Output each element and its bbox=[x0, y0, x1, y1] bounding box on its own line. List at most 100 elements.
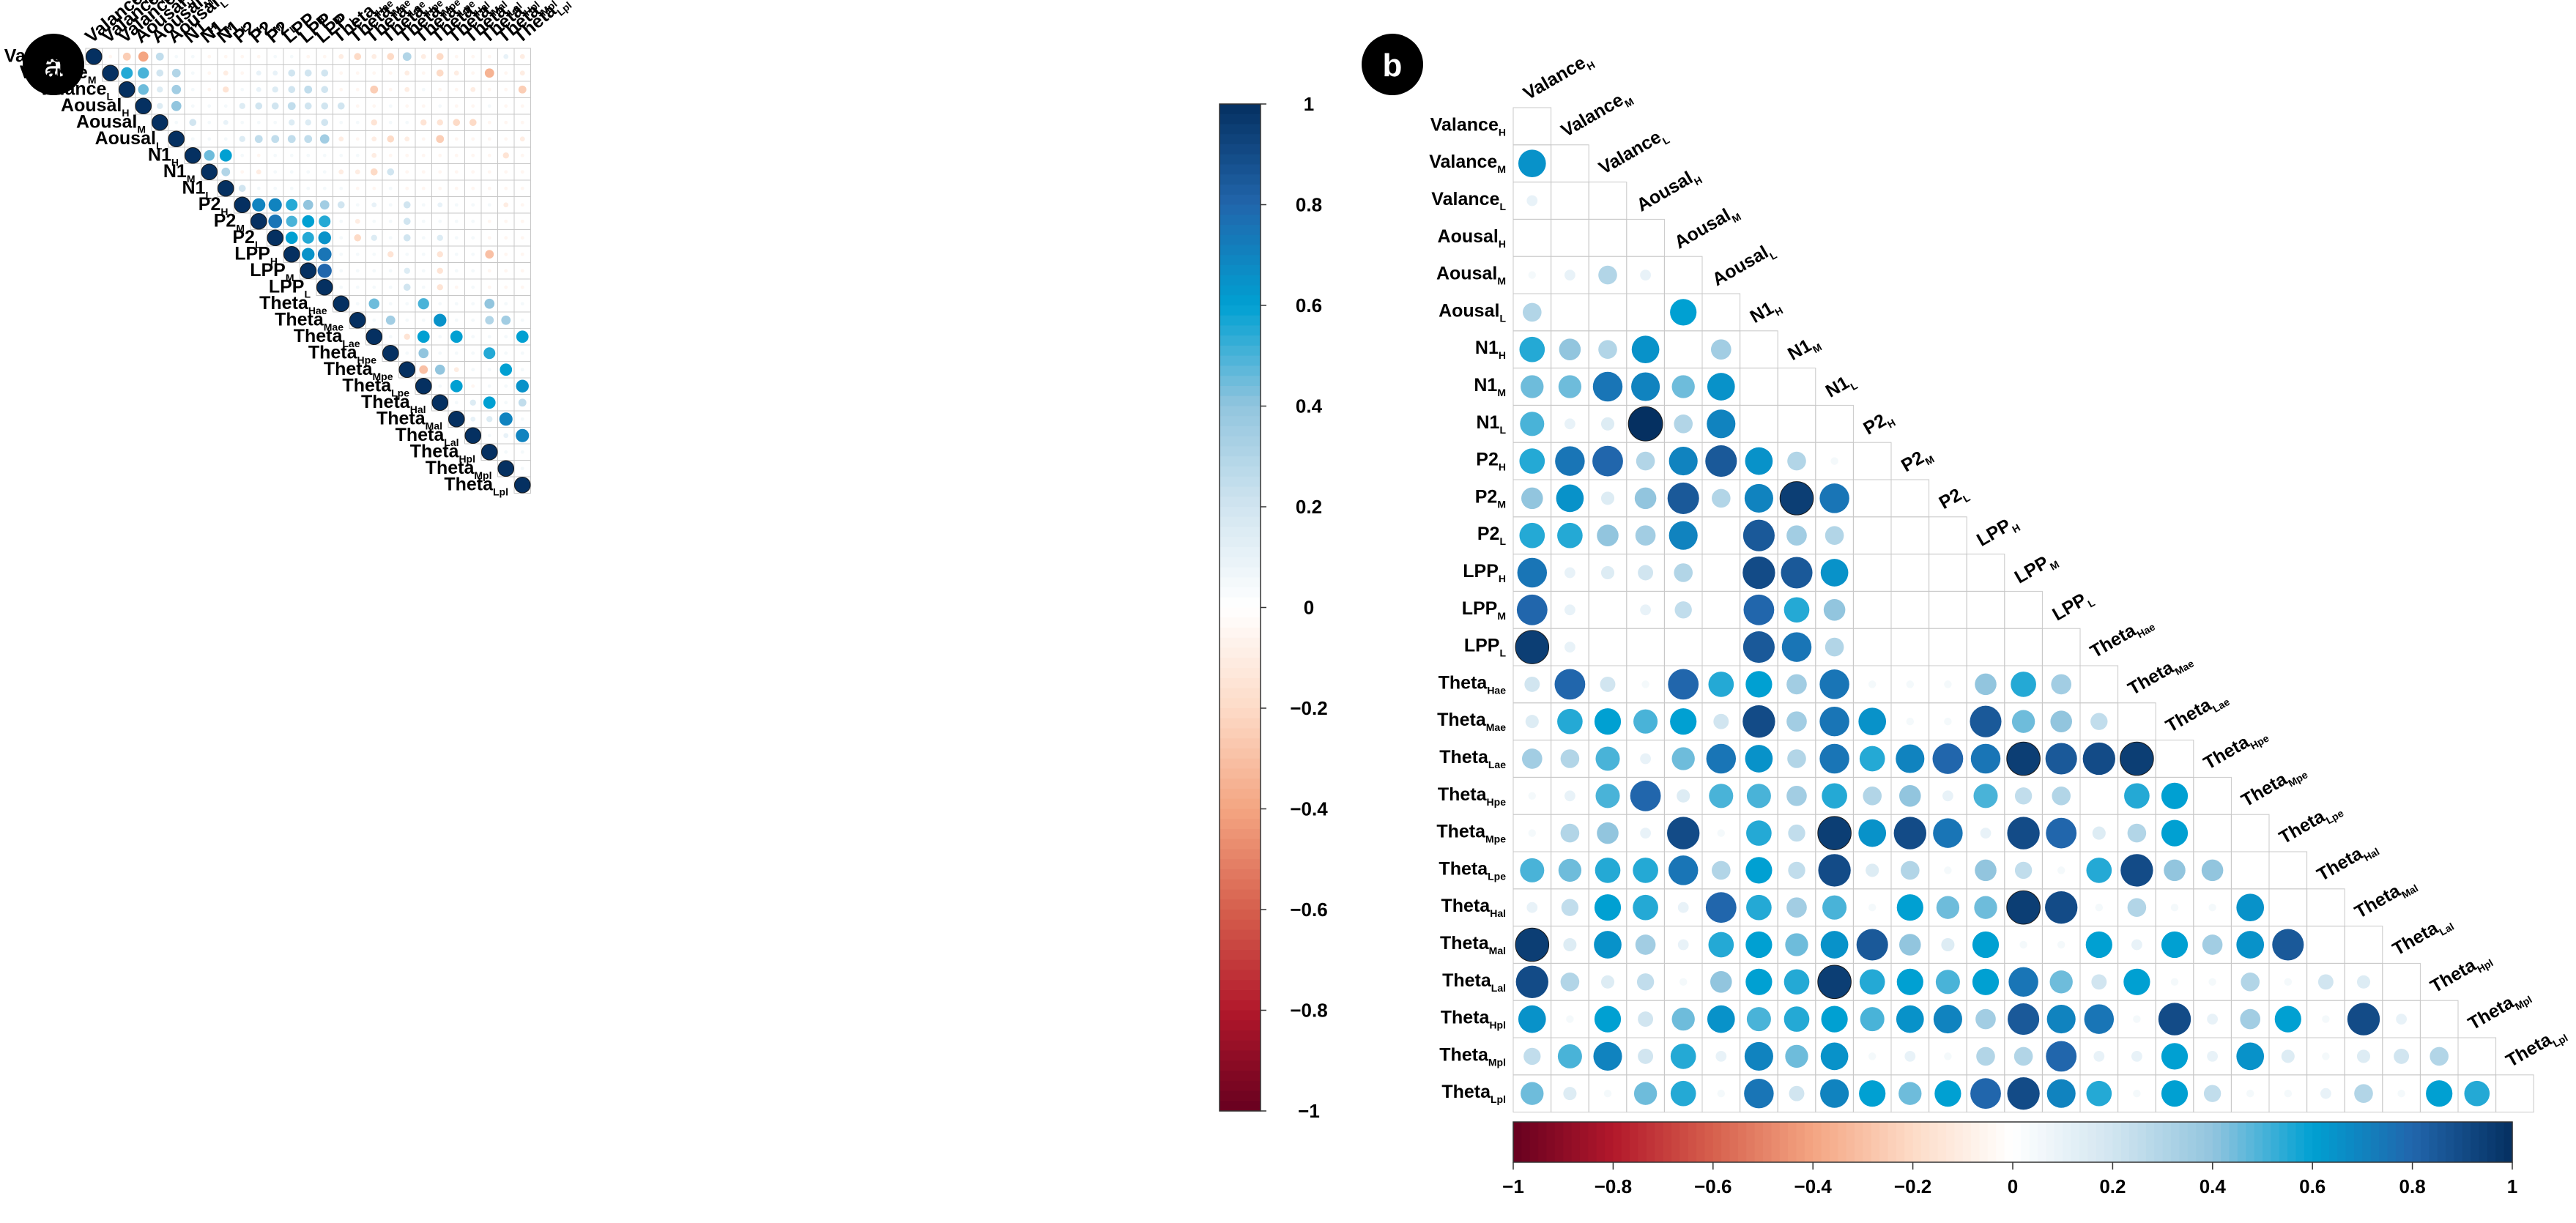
panel-b: b ValanceHValanceMValanceLAousalHAousalM… bbox=[1362, 34, 2570, 1197]
correlation-circle-Theta_Hae-Valance_H bbox=[1524, 676, 1540, 692]
colorbar-b-segment bbox=[2038, 1122, 2047, 1162]
correlation-circle-P2_H-LPP_L bbox=[319, 200, 330, 210]
colorbar-b-segment bbox=[2271, 1122, 2280, 1162]
correlation-circle-P2_L-Theta_Mae bbox=[354, 234, 362, 242]
colorbar-b-segment bbox=[1954, 1122, 1964, 1162]
correlation-circle-P2_M-Aousal_M bbox=[1667, 482, 1699, 514]
correlation-circle-LPP_H-Valance_M bbox=[1564, 567, 1575, 579]
correlation-circle-Theta_Lpl-N1_H bbox=[1744, 1078, 1774, 1109]
colorbar-a-segment bbox=[1220, 1050, 1261, 1061]
colorbar-a-segment bbox=[1220, 1040, 1261, 1052]
correlation-circle-N1_H-Theta_Lpe bbox=[421, 153, 426, 157]
correlation-circle-Theta_Lae-Aousal_M bbox=[1671, 747, 1695, 770]
correlation-circle-N1_H-N1_L bbox=[219, 149, 232, 162]
colorbar-b-segment bbox=[1754, 1122, 1764, 1162]
correlation-circle-Theta_Hpl-Valance_L bbox=[1594, 1005, 1622, 1033]
correlation-circle-Valance_H-LPP_L bbox=[322, 54, 327, 59]
correlation-circle-LPP_M-Valance_H bbox=[1516, 594, 1548, 625]
correlation-circle-Theta_Mpe-Valance_M bbox=[1560, 823, 1580, 843]
diagonal-label-Theta_Lpe: ThetaLpe bbox=[2276, 797, 2345, 851]
correlation-circle-Theta_Lae-Theta_Hpe bbox=[388, 335, 393, 339]
correlation-circle-Valance_L-Theta_Hpe bbox=[388, 87, 393, 92]
colorbar-b-segment bbox=[2287, 1122, 2297, 1162]
colorbar-b-segment bbox=[1646, 1122, 1655, 1162]
row-label-Theta_Hal: ThetaHal bbox=[1441, 896, 1506, 919]
grid-cell bbox=[1663, 628, 1703, 666]
colorbar-a-segment bbox=[1220, 466, 1261, 477]
correlation-circle-Theta_Lal-Theta_Mpe bbox=[2241, 973, 2260, 992]
diagonal-label-Valance_H: ValanceH bbox=[1520, 48, 1597, 106]
colorbar-b-segment bbox=[2196, 1122, 2205, 1162]
correlation-circle-Valance_M-Valance_H bbox=[1518, 149, 1546, 178]
colorbar-b-segment bbox=[1712, 1122, 1722, 1162]
correlation-circle-Theta_Lpl-N1_L bbox=[1820, 1079, 1849, 1108]
correlation-circle-Theta_Mae-Valance_H bbox=[1525, 715, 1539, 729]
correlation-circle-Aousal_H-LPP_L bbox=[321, 102, 329, 110]
correlation-circle-Theta_Lae-Theta_Lpe bbox=[417, 330, 430, 343]
grid-cell bbox=[1626, 628, 1665, 666]
correlation-circle-LPP_H-N1_L bbox=[1820, 559, 1849, 587]
correlation-circle-Aousal_M-Theta_Hae bbox=[339, 120, 344, 124]
correlation-circle-P2_L-Theta_Mpl bbox=[504, 236, 508, 240]
colorbar-a-segment bbox=[1220, 295, 1261, 306]
correlation-circle-Aousal_M-Valance_L bbox=[1598, 265, 1617, 285]
correlation-circle-Theta_Lpe-Theta_Hal bbox=[438, 384, 442, 388]
row-label-Theta_Mpl: ThetaMpl bbox=[426, 458, 492, 481]
diagonal-label-Theta_Hae: ThetaHae bbox=[2087, 611, 2157, 665]
correlation-circle-Theta_Lae-P2_H bbox=[1859, 746, 1885, 772]
correlation-circle-N1_L-Aousal_L bbox=[1707, 409, 1736, 439]
row-label-LPP_M: LPPM bbox=[250, 260, 294, 283]
row-label-Valance_M: ValanceM bbox=[20, 62, 97, 86]
correlation-circle-N1_M-Valance_M bbox=[1558, 375, 1582, 398]
diagonal-label-Theta_Mpl: ThetaMpl bbox=[2465, 984, 2534, 1037]
grid-cell bbox=[2344, 926, 2383, 964]
colorbar-b-segment bbox=[2254, 1122, 2263, 1162]
colorbar-a-segment bbox=[1220, 144, 1261, 155]
correlation-circle-Theta_Mpe-P2_L bbox=[1933, 818, 1963, 848]
correlation-circle-Theta_Mpe-Theta_Hal bbox=[434, 364, 445, 375]
correlation-circle-Theta_Mae-Theta_Lae bbox=[372, 318, 376, 322]
colorbar-a-tick-label: 0.4 bbox=[1296, 395, 1323, 417]
correlation-circle-Theta_Hal-N1_H bbox=[1746, 894, 1772, 921]
correlation-circle-Aousal_H-Theta_Hpl bbox=[487, 104, 491, 108]
correlation-circle-N1_L-Theta_Mpl bbox=[504, 186, 508, 190]
correlation-circle-Aousal_M-Theta_Mae bbox=[355, 120, 360, 124]
correlation-circle-N1_H-N1_M bbox=[204, 150, 215, 161]
correlation-circle-Valance_L-Theta_Lal bbox=[470, 86, 476, 92]
correlation-circle-Theta_Mal-Theta_Lpe bbox=[2272, 929, 2304, 961]
colorbar-a-segment bbox=[1220, 315, 1261, 327]
grid-cell bbox=[1890, 628, 1930, 666]
correlation-circle-LPP_L-Theta_Mpe bbox=[403, 283, 411, 291]
correlation-circle-Theta_Hal-LPP_M bbox=[2006, 890, 2041, 925]
correlation-circle-Theta_Hpl-Theta_Mpl bbox=[504, 450, 508, 454]
correlation-circle-LPP_H-N1_M bbox=[1781, 557, 1813, 589]
correlation-circle-Aousal_M-P2_L bbox=[273, 120, 278, 124]
correlation-circle-P2_H-Valance_L bbox=[1592, 445, 1623, 477]
colorbar-b-segment bbox=[1771, 1122, 1781, 1162]
correlation-circle-Theta_Mpl-Aousal_L bbox=[1715, 1051, 1727, 1062]
correlation-circle-Theta_Hpe-Aousal_H bbox=[1630, 780, 1661, 811]
grid-cell bbox=[2306, 888, 2345, 927]
correlation-circle-Theta_Hpe-Aousal_L bbox=[1709, 784, 1734, 808]
correlation-circle-N1_L-LPP_L bbox=[322, 186, 327, 190]
correlation-circle-N1_L-Aousal_M bbox=[1674, 415, 1693, 434]
correlation-circle-LPP_L-Theta_Lal bbox=[471, 285, 475, 289]
correlation-circle-Valance_L-LPP_L bbox=[321, 86, 329, 94]
correlation-circle-Aousal_L-Theta_Hpl bbox=[487, 137, 491, 141]
correlation-circle-Theta_Mae-Theta_Mpl bbox=[501, 315, 511, 325]
grid-cell bbox=[1588, 218, 1627, 257]
correlation-circle-N1_L-Theta_Mal bbox=[454, 186, 459, 190]
correlation-circle-Theta_Lal-LPP_M bbox=[2008, 967, 2038, 997]
correlation-circle-Valance_H-LPP_H bbox=[289, 54, 294, 59]
panel-a-badge bbox=[23, 34, 84, 95]
correlation-circle-P2_H-LPP_M bbox=[302, 199, 313, 210]
correlation-circle-LPP_H-Valance_H bbox=[1517, 557, 1548, 588]
grid-cell bbox=[2004, 590, 2043, 629]
correlation-circle-Theta_Hpe-Valance_H bbox=[1528, 792, 1537, 800]
correlation-circle-P2_H-Theta_Hpl bbox=[487, 203, 491, 207]
correlation-circle-LPP_H-Theta_Hal bbox=[437, 251, 443, 258]
correlation-circle-Theta_Mpl-Theta_Mal bbox=[2356, 1049, 2371, 1063]
correlation-circle-Theta_Hal-LPP_H bbox=[1974, 896, 1997, 919]
correlation-circle-N1_H-Theta_Mpl bbox=[502, 152, 509, 159]
correlation-circle-N1_L-Valance_H bbox=[1520, 412, 1545, 436]
